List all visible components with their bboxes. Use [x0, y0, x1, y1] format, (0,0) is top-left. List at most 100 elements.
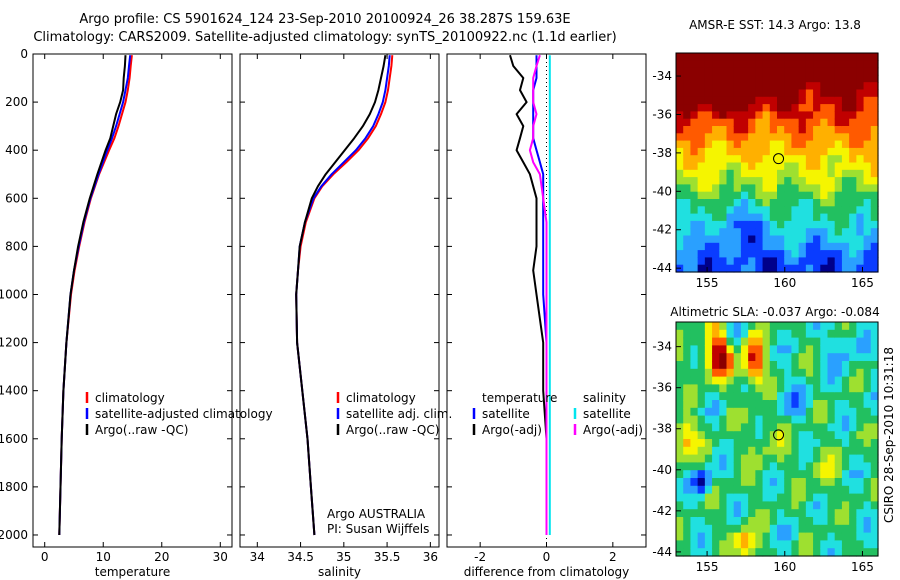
heatmap-cell — [769, 509, 778, 518]
heatmap-cell — [834, 169, 843, 178]
heatmap-cell — [762, 540, 771, 549]
heatmap-cell — [704, 353, 713, 362]
heatmap-cell — [683, 177, 692, 185]
heatmap-cell — [726, 384, 735, 393]
heatmap-cell — [683, 213, 692, 222]
heatmap-cell — [820, 242, 829, 251]
heatmap-cell — [690, 228, 699, 237]
heatmap-cell — [870, 118, 879, 127]
heatmap-cell — [798, 470, 807, 479]
heatmap-cell — [870, 439, 879, 448]
heatmap-cell — [784, 155, 793, 164]
heatmap-cell — [683, 431, 692, 440]
heatmap-cell — [762, 89, 771, 98]
heatmap-cell — [769, 446, 778, 456]
heatmap-cell — [690, 155, 699, 164]
heatmap-cell — [704, 140, 713, 149]
heatmap-cell — [697, 220, 706, 229]
heatmap-cell — [748, 493, 756, 502]
annotation-line: Argo AUSTRALIA — [327, 507, 426, 521]
heatmap-cell — [827, 400, 836, 409]
heatmap-cell — [676, 147, 684, 156]
annotation-line: PI: Susan Wijffels — [327, 522, 429, 536]
heatmap-cell — [870, 337, 879, 346]
heatmap-cell — [740, 242, 749, 251]
heatmap-cell — [712, 532, 720, 541]
heatmap-cell — [697, 155, 706, 164]
heatmap-cell — [856, 524, 865, 534]
heatmap-cell — [863, 540, 872, 549]
heatmap-cell — [712, 524, 720, 534]
heatmap-cell — [683, 376, 692, 385]
heatmap-cell — [798, 384, 807, 393]
heatmap-cell — [676, 345, 684, 354]
heatmap-cell — [733, 478, 742, 487]
heatmap-cell — [712, 74, 720, 83]
heatmap-cell — [863, 147, 872, 156]
heatmap-cell — [719, 155, 728, 164]
heatmap-cell — [740, 493, 749, 502]
heatmap-cell — [712, 439, 720, 448]
heatmap-cell — [762, 337, 771, 346]
heatmap-cell — [777, 329, 785, 339]
heatmap-cell — [863, 485, 872, 495]
heatmap-cell — [820, 228, 829, 237]
heatmap-cell — [841, 177, 850, 185]
heatmap-cell — [791, 191, 800, 200]
heatmap-cell — [762, 439, 771, 448]
heatmap-cell — [784, 462, 793, 471]
heatmap-cell — [798, 454, 807, 463]
y-tick-label: -42 — [652, 504, 672, 518]
heatmap-cell — [755, 493, 764, 502]
heatmap-cell — [704, 439, 713, 448]
heatmap-cell — [841, 242, 850, 251]
heatmap-cell — [769, 361, 778, 370]
heatmap-cell — [697, 423, 706, 432]
heatmap-cell — [849, 470, 857, 479]
heatmap-cell — [805, 470, 814, 479]
heatmap-cell — [791, 361, 800, 370]
heatmap-cell — [676, 257, 684, 266]
heatmap-cell — [726, 191, 735, 200]
heatmap-cell — [726, 111, 735, 120]
heatmap-cell — [683, 353, 692, 362]
x-tick-label: 34 — [250, 550, 265, 564]
heatmap-cell — [755, 548, 764, 557]
heatmap-cell — [841, 462, 850, 471]
heatmap-cell — [748, 96, 756, 105]
heatmap-cell — [856, 548, 865, 557]
heatmap-cell — [726, 524, 735, 534]
heatmap-cell — [769, 89, 778, 98]
heatmap-cell — [841, 322, 850, 331]
heatmap-cell — [820, 250, 829, 258]
heatmap-cell — [676, 118, 684, 127]
heatmap-cell — [777, 126, 785, 134]
heatmap-cell — [676, 133, 684, 142]
heatmap-cell — [798, 206, 807, 215]
heatmap-cell — [712, 540, 720, 549]
heatmap-cell — [820, 177, 829, 185]
heatmap-cell — [733, 242, 742, 251]
heatmap-cell — [805, 407, 814, 417]
heatmap-cell — [870, 74, 879, 83]
heatmap-cell — [690, 454, 699, 463]
heatmap-cell — [827, 376, 836, 385]
heatmap-cell — [712, 96, 720, 105]
heatmap-cell — [863, 82, 872, 91]
x-tick-label: -2 — [474, 550, 486, 564]
heatmap-cell — [683, 74, 692, 83]
heatmap-cell — [748, 147, 756, 156]
heatmap-cell — [813, 470, 821, 479]
heatmap-cell — [712, 368, 720, 378]
heatmap-cell — [834, 392, 843, 401]
heatmap-cell — [784, 147, 793, 156]
y-tick-label: 200 — [5, 95, 28, 109]
heatmap-cell — [719, 423, 728, 432]
heatmap-cell — [827, 96, 836, 105]
heatmap-cell — [755, 104, 764, 112]
heatmap-cell — [834, 485, 843, 495]
heatmap-cell — [676, 322, 684, 331]
heatmap-cell — [791, 470, 800, 479]
heatmap-cell — [841, 548, 850, 557]
